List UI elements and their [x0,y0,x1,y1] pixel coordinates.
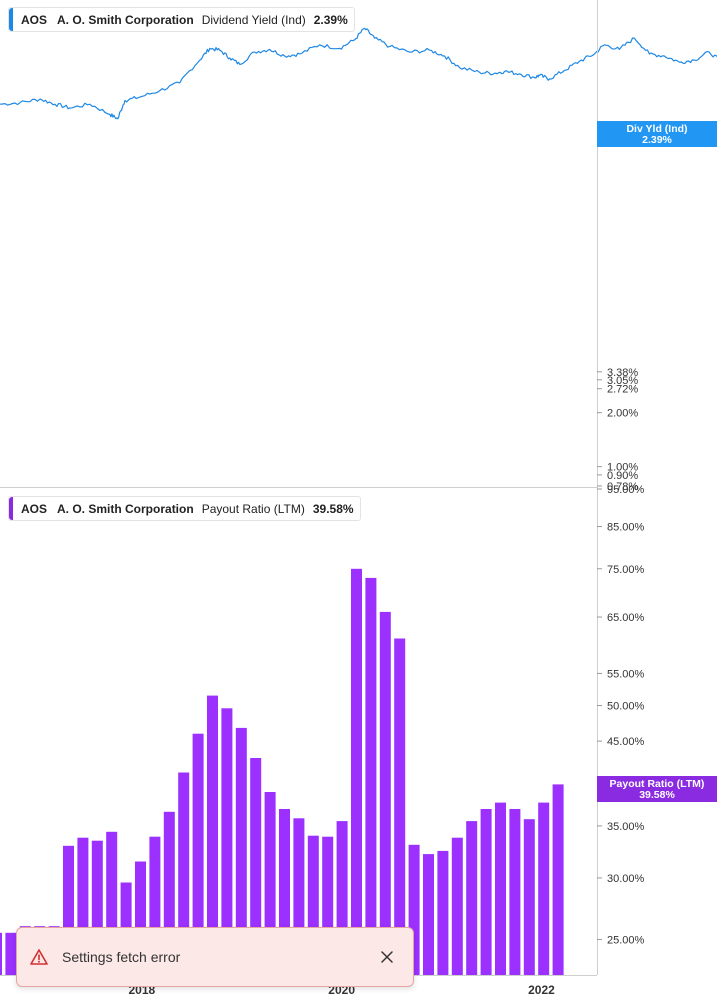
payout-bar [365,577,377,975]
y-tick-label: 75.00% [607,564,645,576]
payout-bar [221,708,233,975]
dividend-yield-line [0,27,717,120]
y-tick-label: 30.00% [607,873,645,885]
y-tick-label: 0.78% [607,481,638,493]
dividend-yield-tag [597,121,717,147]
payout-bar [423,854,434,975]
payout-bar [77,837,89,975]
payout-bar [0,932,2,975]
y-tick-label: 0.90% [607,470,638,482]
payout-bar [394,638,406,975]
payout-bar [466,821,478,975]
y-tick-label: 95.00% [607,484,645,496]
y-tick-label: 55.00% [607,668,645,680]
metric-value: 2.39% [313,12,348,27]
metric-value: 39.58% [312,501,354,516]
y-tick-label: 1.00% [607,462,638,474]
payout-bar [178,772,190,975]
payout-bar [552,784,564,975]
company-name: A. O. Smith Corporation [57,501,194,516]
y-tick-label: 2.72% [607,384,638,396]
payout-bar [264,792,276,975]
series-swatch [9,497,13,520]
close-icon[interactable] [379,949,395,965]
payout-bar [279,809,290,975]
payout-bar [207,695,218,975]
payout-ratio-tag-label: Payout Ratio (LTM) [610,778,705,790]
y-tick-label: 45.00% [607,736,645,748]
payout-bar [163,811,175,975]
payout-bar [451,837,463,975]
dividend-yield-panel [0,27,717,120]
x-tick-label: 2022 [528,983,555,997]
dividend-yield-legend[interactable]: AOS A. O. Smith Corporation Dividend Yie… [8,7,355,32]
payout-bar [538,802,550,975]
metric-name: Payout Ratio (LTM) [201,501,305,516]
payout-ratio-tag-value: 39.58% [639,789,675,801]
payout-bar [135,861,146,975]
series-swatch [9,8,13,31]
payout-bar [5,932,17,975]
payout-bar [235,727,247,975]
payout-bar [336,821,348,975]
y-tick-label: 2.00% [607,408,638,420]
metric-name: Dividend Yield (Ind) [201,12,306,27]
payout-bar [293,818,305,975]
y-tick-label: 85.00% [607,522,645,534]
payout-bar [106,831,118,975]
dividend-yield-tag-label: Div Yld (Ind) [626,123,687,135]
payout-bar [250,758,262,975]
payout-bar [379,611,391,975]
y-tick-label: 35.00% [607,821,645,833]
payout-ratio-legend[interactable]: AOS A. O. Smith Corporation Payout Ratio… [8,496,361,521]
payout-bar [192,733,204,975]
ticker-label: AOS [21,12,48,27]
payout-bar [351,568,362,975]
payout-ratio-tag [597,776,717,802]
company-name: A. O. Smith Corporation [57,12,194,27]
payout-bar [509,809,521,975]
y-tick-label: 25.00% [607,934,645,946]
payout-bar [149,836,161,975]
ticker-label: AOS [21,501,48,516]
payout-ratio-panel [0,568,564,975]
y-tick-label: 50.00% [607,701,645,713]
warning-triangle-icon [30,949,48,965]
toast-message: Settings fetch error [62,949,181,965]
error-toast: Settings fetch error [16,927,414,987]
payout-bar [495,802,506,975]
payout-bar [307,835,319,975]
y-tick-label: 3.38% [607,367,638,379]
payout-bar [437,850,449,975]
dividend-yield-tag-value: 2.39% [642,134,672,146]
payout-bar [523,819,535,975]
y-tick-label: 3.05% [607,375,638,387]
payout-bar [408,844,420,975]
y-tick-label: 65.00% [607,612,645,624]
payout-bar [63,845,74,975]
payout-bar [480,809,492,975]
payout-bar [322,836,334,975]
payout-bar [91,840,103,975]
